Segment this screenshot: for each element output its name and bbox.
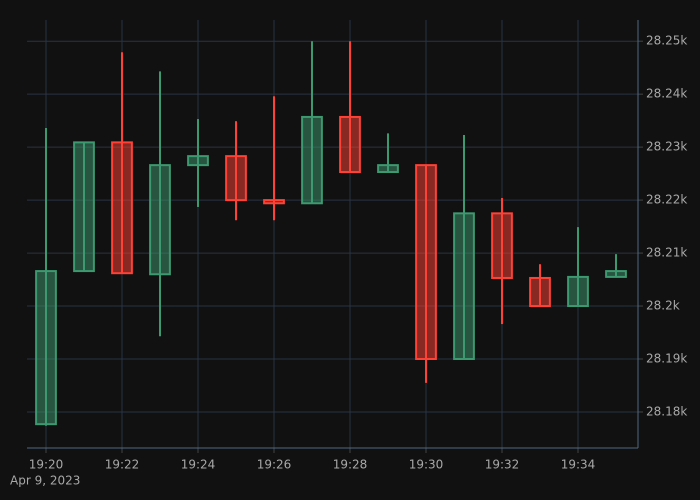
candle-body: [301, 115, 323, 205]
candle-body: [263, 199, 285, 205]
candle-body: [187, 155, 209, 167]
y-tick-label: 28.25k: [646, 34, 687, 48]
candle-body: [377, 164, 399, 174]
y-tick-label: 28.2k: [646, 299, 680, 313]
x-tick-label: 19:26: [257, 458, 292, 472]
candle-body: [149, 164, 171, 276]
x-tick-label: 19:32: [485, 458, 520, 472]
candle-body: [605, 270, 627, 278]
candle-body: [567, 275, 589, 308]
x-tick-label: 19:22: [105, 458, 140, 472]
candle-body: [529, 276, 551, 308]
candle-body: [35, 270, 57, 426]
y-tick-label: 28.21k: [646, 246, 687, 260]
x-tick-label: 19:28: [333, 458, 368, 472]
candle-body: [111, 141, 133, 275]
y-tick-label: 28.19k: [646, 352, 687, 366]
candle-body: [491, 212, 513, 279]
x-tick-label: 19:34: [561, 458, 596, 472]
candle-body: [339, 115, 361, 174]
candle-body: [415, 164, 437, 361]
candle-body: [73, 141, 95, 273]
x-date-label: Apr 9, 2023: [10, 474, 80, 488]
x-tick-label: 19:30: [409, 458, 444, 472]
x-tick-label: 19:20: [29, 458, 64, 472]
x-tick-label: 19:24: [181, 458, 216, 472]
candle-body: [453, 212, 475, 361]
y-tick-label: 28.22k: [646, 193, 687, 207]
candle-body: [225, 155, 247, 202]
y-tick-label: 28.24k: [646, 87, 687, 101]
y-tick-label: 28.23k: [646, 140, 687, 154]
y-tick-label: 28.18k: [646, 404, 687, 418]
